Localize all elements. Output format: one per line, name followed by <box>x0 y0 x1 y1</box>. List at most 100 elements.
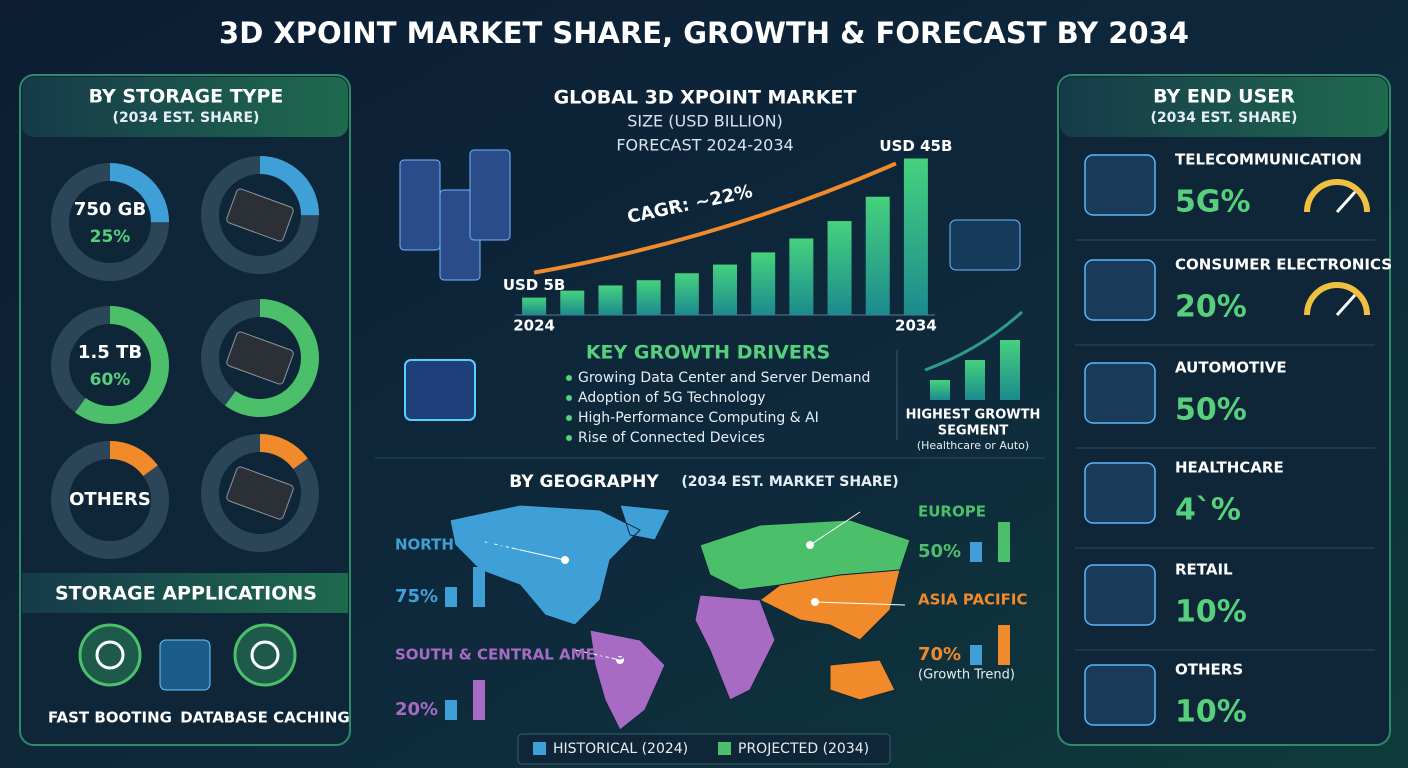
chip-icon <box>404 359 476 421</box>
region-name: EUROPE <box>918 503 986 521</box>
donut-arc <box>201 156 319 274</box>
growth-icon-bar <box>1000 340 1020 400</box>
leader-line <box>484 541 566 561</box>
x-tick-label: 2034 <box>895 317 937 335</box>
bar <box>865 196 890 315</box>
bullet <box>566 435 572 441</box>
leader-dot <box>811 598 819 606</box>
app-label: DATABASE CACHING <box>180 709 350 727</box>
bullet <box>566 375 572 381</box>
gauge-needle <box>1335 293 1357 317</box>
map-region <box>449 504 671 626</box>
end-user-icon <box>1084 259 1156 321</box>
end-user-name: TELECOMMUNICATION <box>1175 151 1362 169</box>
section-title: STORAGE APPLICATIONS <box>55 583 317 605</box>
leader-line <box>814 601 906 606</box>
growth-icon-arrow <box>924 310 1024 372</box>
value-label: USD 5B <box>503 276 566 294</box>
gauge-needle <box>1335 190 1357 214</box>
region-name: SOUTH & CENTRAL AMERICA <box>395 646 636 664</box>
donut-value: 60% <box>90 370 131 390</box>
donut-arc <box>51 163 169 281</box>
bar <box>522 297 547 315</box>
end-user-name: AUTOMOTIVE <box>1175 359 1287 377</box>
leader-dot <box>616 656 624 664</box>
bar <box>636 280 661 315</box>
bar <box>713 264 737 315</box>
server-icon <box>399 159 441 251</box>
device-icon <box>949 219 1021 271</box>
app-label: FAST BOOTING <box>48 709 172 727</box>
end-user-name: CONSUMER ELECTRONICS <box>1175 256 1392 274</box>
bullet <box>566 415 572 421</box>
highest-growth-title: HIGHEST GROWTH <box>906 408 1041 423</box>
region-icon-bar <box>998 522 1010 562</box>
gauge <box>1304 179 1370 213</box>
app-icon <box>233 623 297 687</box>
geo-subtitle: (2034 EST. MARKET SHARE) <box>681 474 898 490</box>
region-icon-bar <box>445 587 457 607</box>
legend-label: HISTORICAL (2024) <box>553 741 688 757</box>
bar <box>598 285 623 315</box>
panel-subtitle: (2034 EST. SHARE) <box>113 110 260 126</box>
legend-swatch <box>718 742 731 755</box>
donut-arc <box>201 299 319 417</box>
leader-line <box>809 511 861 546</box>
apps-header <box>22 573 348 613</box>
driver-item: High-Performance Computing & AI <box>578 410 819 426</box>
region-icon-bar <box>998 625 1010 665</box>
legend-label: PROJECTED (2034) <box>738 741 869 757</box>
donut-label: 1.5 TB <box>78 342 142 363</box>
driver-item: Growing Data Center and Server Demand <box>578 370 870 386</box>
app-icon-inner <box>95 640 125 670</box>
right-panel-header <box>1060 77 1388 137</box>
panel-title: BY END USER <box>1153 86 1295 108</box>
drivers-title: KEY GROWTH DRIVERS <box>586 342 830 364</box>
region-icon-bar <box>970 542 982 562</box>
leader-dot <box>806 541 814 549</box>
value-label: USD 45B <box>879 137 952 155</box>
leader-dot <box>561 556 569 564</box>
highest-growth-note: (Healthcare or Auto) <box>917 439 1029 452</box>
end-user-name: RETAIL <box>1175 561 1233 579</box>
region-share: 20% <box>395 699 438 720</box>
chart-subtitle: SIZE (USD BILLION) <box>627 112 783 131</box>
region-icon-bar <box>473 680 485 720</box>
geo-title: BY GEOGRAPHY <box>509 472 659 492</box>
end-user-icon <box>1084 664 1156 726</box>
bar <box>674 273 699 315</box>
chart-period: FORECAST 2024-2034 <box>616 136 793 155</box>
bar <box>827 221 852 315</box>
app-illustration <box>159 639 211 691</box>
region-name: ASIA PACIFIC <box>918 591 1027 609</box>
app-icon-inner <box>250 640 280 670</box>
region-share: 75% <box>395 586 438 607</box>
bar <box>560 290 585 315</box>
end-user-share: 4`% <box>1175 493 1241 528</box>
donut-value: 25% <box>90 227 131 247</box>
end-user-icon <box>1084 362 1156 424</box>
end-user-name: OTHERS <box>1175 661 1243 679</box>
server-icon <box>469 149 511 241</box>
end-user-name: HEALTHCARE <box>1175 459 1284 477</box>
end-user-share: 10% <box>1175 695 1247 730</box>
panel-title: BY STORAGE TYPE <box>89 86 284 108</box>
bar <box>903 158 928 315</box>
legend-swatch <box>533 742 546 755</box>
app-icon <box>78 623 142 687</box>
left-panel-header <box>22 77 348 137</box>
ssd-icon <box>226 466 294 520</box>
growth-icon-bar <box>930 380 950 400</box>
region-icon-bar <box>445 700 457 720</box>
region-share: 70% <box>918 644 961 665</box>
end-user-share: 50% <box>1175 393 1247 428</box>
end-user-icon <box>1084 564 1156 626</box>
region-note: (Growth Trend) <box>918 668 1015 683</box>
leader-line <box>574 649 621 661</box>
region-name: NORTH AMERICA <box>395 536 536 554</box>
highest-growth-title: SEGMENT <box>938 424 1009 439</box>
map-region <box>759 569 901 701</box>
legend-box <box>517 733 891 765</box>
gauge <box>1304 282 1370 316</box>
